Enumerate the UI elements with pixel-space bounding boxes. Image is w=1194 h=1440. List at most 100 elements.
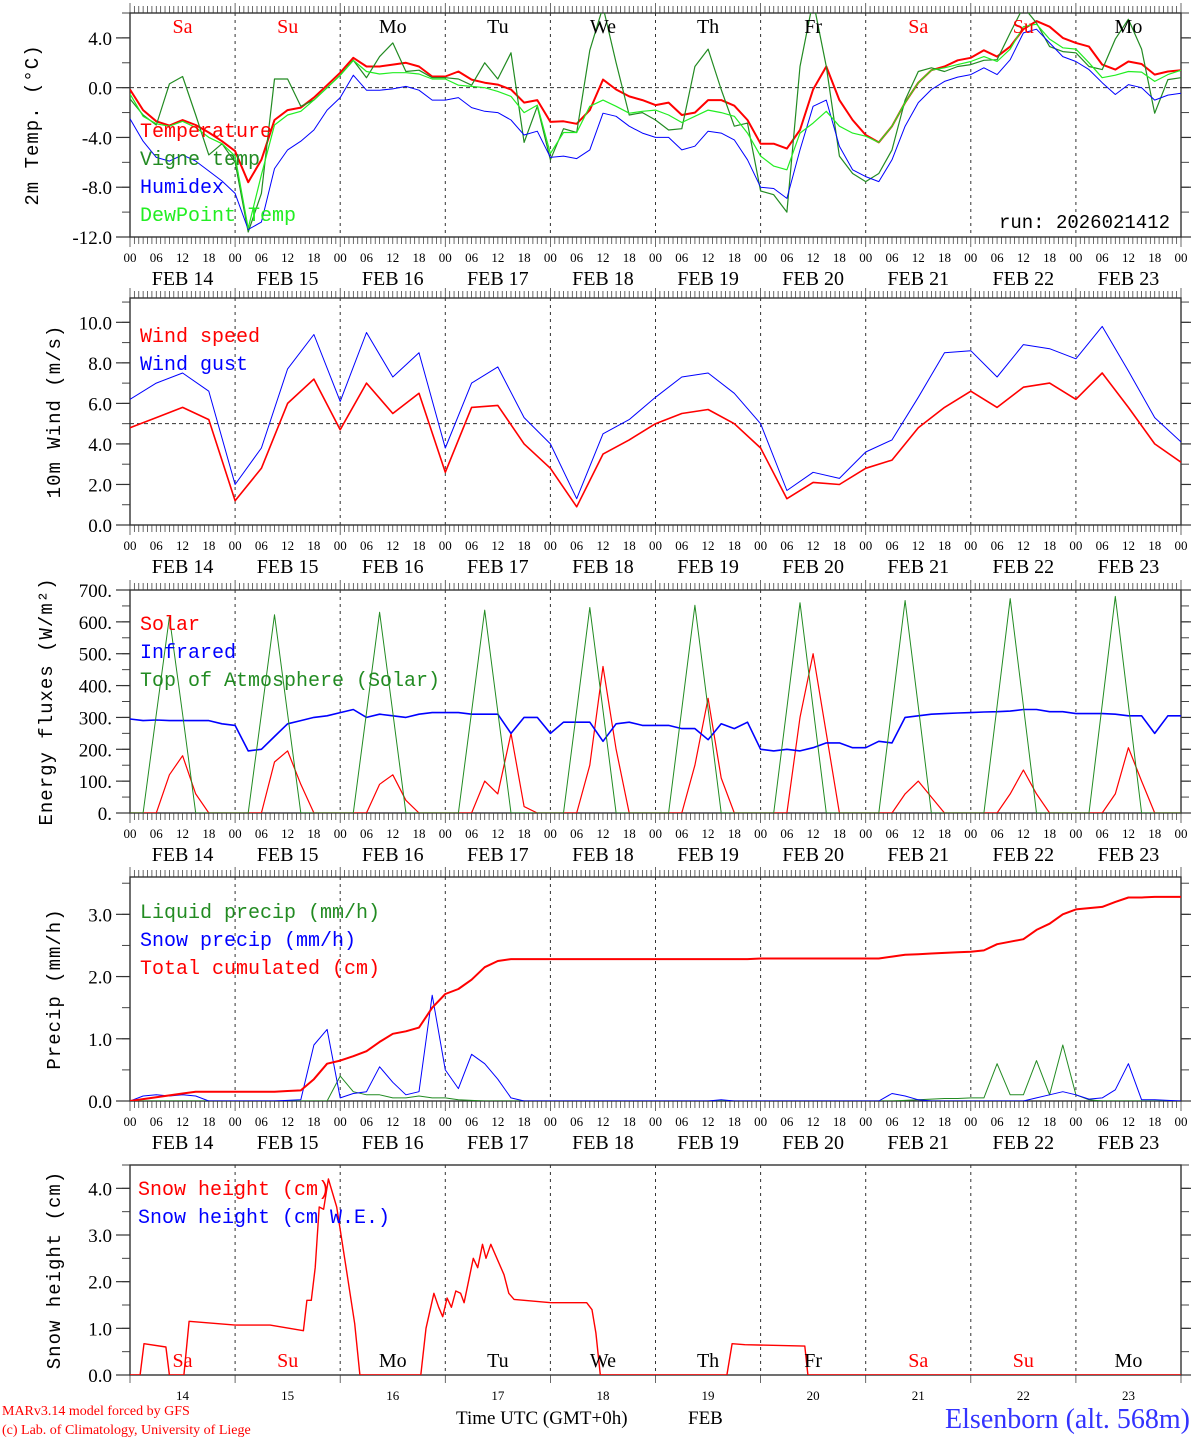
x-hour-label: 12 <box>281 1114 294 1129</box>
series-line-vigne-temp <box>130 13 1181 233</box>
x-hour-label: 00 <box>1069 826 1082 841</box>
x-hour-label: 06 <box>360 538 374 553</box>
day-name-label: Th <box>697 16 719 38</box>
x-hour-label: 06 <box>360 250 374 265</box>
series-line-dewpoint-temp <box>130 23 1181 229</box>
y-tick-label: 700. <box>79 581 112 602</box>
y-axis-title: Energy fluxes (W/m²) <box>36 577 58 825</box>
x-date-label: FEB 19 <box>677 1132 739 1154</box>
x-hour-label: 18 <box>623 538 636 553</box>
x-hour-label: 18 <box>202 1114 215 1129</box>
legend-entry: Infrared <box>140 642 236 665</box>
legend-entry: Snow height (cm W.E.) <box>138 1207 390 1230</box>
x-axis-month: FEB <box>688 1408 723 1429</box>
x-hour-label: 00 <box>859 1114 872 1129</box>
x-hour-label: 00 <box>1069 1114 1082 1129</box>
x-hour-label: 00 <box>964 250 977 265</box>
y-axis-title: 2m Temp. (°C) <box>22 44 44 205</box>
y-tick-label: 8.0 <box>88 354 112 375</box>
x-hour-label: 06 <box>675 250 689 265</box>
x-date-label: FEB 14 <box>152 268 214 290</box>
series-line-humidex <box>130 28 1181 230</box>
x-hour-label: 18 <box>623 826 636 841</box>
y-tick-label: 400. <box>79 677 112 698</box>
series-group <box>130 595 1181 813</box>
x-date-label: FEB 20 <box>782 268 844 290</box>
x-hour-label: 00 <box>964 538 977 553</box>
y-tick-label: 0.0 <box>88 516 112 537</box>
y-tick-label: 0.0 <box>88 79 112 100</box>
x-date-label: FEB 18 <box>572 844 634 866</box>
x-hour-label: 12 <box>281 826 294 841</box>
x-hour-label: 18 <box>307 826 320 841</box>
x-date-label: FEB 14 <box>152 556 214 578</box>
x-date-label: FEB 22 <box>993 1132 1055 1154</box>
x-hour-label: 06 <box>1096 250 1110 265</box>
series-line-total-cumulated-cm <box>130 895 1181 1101</box>
x-hour-label: 06 <box>780 250 794 265</box>
y-tick-label: 600. <box>79 613 112 634</box>
day-name-label: Tu <box>487 1350 509 1372</box>
x-hour-label: 12 <box>1017 1114 1030 1129</box>
x-hour-label: 00 <box>439 1114 452 1129</box>
x-hour-label: 18 <box>833 538 846 553</box>
day-name-label: Mo <box>379 16 407 38</box>
x-hour-label: 12 <box>281 250 294 265</box>
x-hour-label: 06 <box>255 826 269 841</box>
x-date-label: FEB 15 <box>257 1132 319 1154</box>
x-hour-label: 12 <box>1122 826 1135 841</box>
x-hour-label: 06 <box>991 538 1005 553</box>
x-hour-label: 18 <box>728 826 741 841</box>
x-hour-label: 18 <box>938 538 951 553</box>
x-hour-label: 06 <box>1096 1114 1110 1129</box>
panel-1: 4.0 0.0 -4.0 -8.0 -12.0 2m Temp. (°C) Temperat… <box>22 3 1191 290</box>
x-hour-label: 06 <box>885 538 899 553</box>
series-line-top-of-atmosphere-solar <box>130 595 1181 813</box>
x-hour-label: 12 <box>1122 538 1135 553</box>
x-hour-label: 00 <box>1069 250 1082 265</box>
x-hour-label: 00 <box>859 250 872 265</box>
x-hour-label: 06 <box>991 250 1005 265</box>
x-hour-label: 06 <box>255 250 269 265</box>
y-tick-label: 10.0 <box>79 313 112 334</box>
legend-entry: Humidex <box>140 177 224 200</box>
footer-copyright: (c) Lab. of Climatology, University of L… <box>2 1423 251 1438</box>
x-day-number: 20 <box>807 1388 820 1403</box>
panel-5: 4.0 3.0 2.0 1.0 0.0 Snow height (cm) Snow heig… <box>44 1164 1191 1403</box>
legend-entry: DewPoint Temp <box>140 205 296 228</box>
footer-model: MARv3.14 model forced by GFS <box>2 1404 190 1419</box>
x-hour-label: 00 <box>334 538 347 553</box>
x-hour-label: 12 <box>1017 250 1030 265</box>
x-hour-label: 00 <box>334 250 347 265</box>
run-label: run: 2026021412 <box>999 212 1170 234</box>
x-hour-label: 18 <box>413 250 426 265</box>
x-hour-label: 12 <box>491 250 504 265</box>
y-tick-label: 200. <box>79 740 112 761</box>
x-hour-label: 00 <box>1175 826 1188 841</box>
x-axis-title: Time UTC (GMT+0h) <box>456 1408 628 1429</box>
series-group <box>130 895 1181 1101</box>
x-hour-label: 00 <box>964 826 977 841</box>
x-hour-label: 06 <box>255 1114 269 1129</box>
x-hour-label: 06 <box>885 826 899 841</box>
day-name-label: Sa <box>908 16 928 38</box>
y-tick-label: 1.0 <box>88 1030 112 1051</box>
x-hour-label: 18 <box>518 250 531 265</box>
x-hour-label: 18 <box>728 250 741 265</box>
x-hour-label: 06 <box>780 538 794 553</box>
x-date-label: FEB 20 <box>782 1132 844 1154</box>
x-date-label: FEB 20 <box>782 556 844 578</box>
y-tick-label: 300. <box>79 708 112 729</box>
x-hour-label: 06 <box>885 1114 899 1129</box>
x-hour-label: 00 <box>1175 250 1188 265</box>
x-hour-label: 12 <box>702 250 715 265</box>
x-hour-label: 12 <box>596 250 609 265</box>
day-name-label: Mo <box>1115 1350 1143 1372</box>
x-hour-label: 06 <box>465 826 479 841</box>
x-hour-label: 18 <box>1043 250 1056 265</box>
x-hour-label: 12 <box>807 538 820 553</box>
x-hour-label: 12 <box>912 250 925 265</box>
x-date-label: FEB 21 <box>887 1132 949 1154</box>
x-hour-label: 06 <box>360 826 374 841</box>
y-tick-label: 0.0 <box>88 1092 112 1113</box>
